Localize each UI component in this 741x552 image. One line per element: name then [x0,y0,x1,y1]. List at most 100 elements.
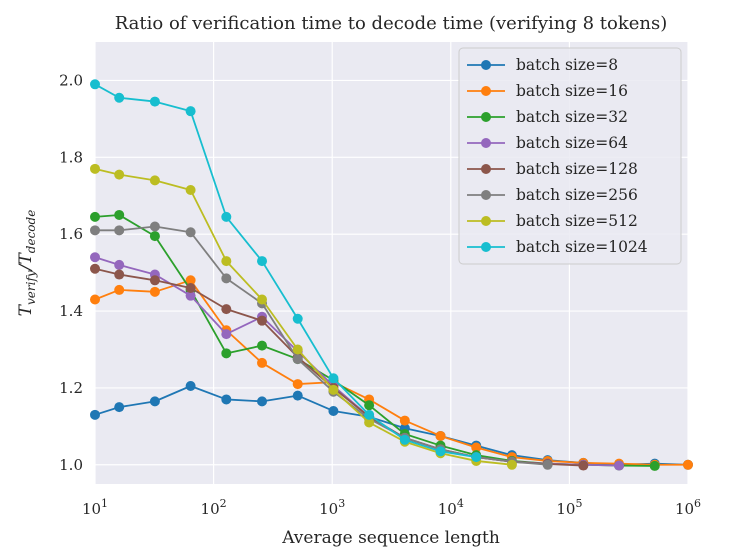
legend-item-0: batch size=8 [467,56,618,74]
y-label-sub1: verify [24,270,38,305]
legend-items: batch size=8 batch size=16 batch size=32 ba… [467,56,648,256]
data-point-0-4 [221,394,232,405]
legend-item-1: batch size=16 [467,82,628,100]
data-point-7-4 [221,211,232,222]
data-point-7-11 [471,452,482,463]
legend-marker-5 [481,190,491,200]
x-tick-labels: 101 102 103 104 105 106 [82,497,701,518]
data-point-1-0 [90,294,100,305]
series-layer [90,79,693,471]
data-point-2-8 [364,400,375,411]
data-point-2-2 [149,231,160,242]
data-point-7-2 [149,96,160,107]
y-tick-label-2: 1.4 [59,302,83,320]
data-point-4-14 [578,460,589,471]
legend: batch size=8 batch size=16 batch size=32 ba… [458,47,682,265]
data-point-6-4 [221,256,232,267]
data-point-0-1 [114,402,125,413]
data-point-5-6 [292,354,303,365]
data-point-6-5 [257,294,268,305]
data-point-4-5 [257,315,268,326]
data-point-5-3 [185,227,196,238]
x-tick-label-4: 105 [556,497,582,518]
data-point-4-3 [185,282,196,293]
y-tick-label-3: 1.6 [59,225,83,243]
legend-marker-4 [481,164,491,174]
data-point-6-7 [328,384,339,395]
data-point-1-3 [185,275,196,286]
data-point-7-10 [435,446,446,457]
y-tick-label-1: 1.2 [59,379,83,397]
data-point-7-0 [90,79,100,90]
data-point-2-0 [90,211,100,222]
data-point-7-5 [257,256,268,267]
series-6 [90,163,517,470]
series-line-7 [94,83,477,458]
y-tick-label-0: 1.0 [59,456,83,474]
data-point-7-3 [185,106,196,117]
data-point-3-3 [185,290,196,301]
legend-item-5: batch size=256 [467,186,638,204]
data-point-5-4 [221,273,232,284]
legend-label-0: batch size=8 [516,56,618,74]
data-point-6-8 [364,417,375,428]
data-point-7-6 [292,313,303,324]
data-point-6-1 [114,169,125,180]
data-point-1-9 [399,415,410,426]
data-point-2-16 [649,460,660,471]
legend-label-5: batch size=256 [516,186,638,204]
data-point-0-3 [185,380,196,391]
legend-item-2: batch size=32 [467,108,628,126]
series-7 [90,79,482,463]
data-point-6-0 [90,163,100,174]
legend-label-2: batch size=32 [516,108,628,126]
legend-marker-0 [481,60,491,70]
data-point-7-7 [328,373,339,384]
data-point-3-1 [114,259,125,270]
chart-title: Ratio of verification time to decode tim… [115,13,668,34]
legend-marker-3 [481,138,491,148]
x-axis-label: Average sequence length [281,528,500,548]
legend-item-3: batch size=64 [467,134,628,152]
legend-label-7: batch size=1024 [516,238,648,256]
data-point-1-2 [149,286,160,297]
legend-item-6: batch size=512 [467,212,638,230]
data-point-2-1 [114,209,125,220]
y-label-sub2: decode [24,210,38,254]
x-tick-label-5: 106 [675,497,701,518]
data-point-2-4 [221,348,232,359]
legend-label-1: batch size=16 [516,82,628,100]
legend-item-4: batch size=128 [467,160,638,178]
data-point-1-6 [292,379,303,390]
data-point-6-12 [506,459,517,470]
data-point-0-5 [257,396,268,407]
legend-marker-6 [481,216,491,226]
x-tick-label-3: 104 [438,497,464,518]
data-point-6-2 [149,175,160,186]
data-point-6-3 [185,184,196,195]
legend-label-3: batch size=64 [516,134,628,152]
data-point-5-1 [114,225,125,236]
data-point-5-13 [542,459,553,470]
data-point-4-1 [114,269,125,280]
legend-marker-1 [481,86,491,96]
data-point-3-0 [90,252,100,263]
y-tick-labels: 1.0 1.2 1.4 1.6 1.8 2.0 [59,71,83,473]
legend-marker-2 [481,112,491,122]
y-axis-label: Tverify/Tdecode [16,210,38,317]
data-point-6-6 [292,344,303,355]
x-tick-label-1: 102 [201,497,227,518]
data-point-4-2 [149,275,160,286]
data-point-0-7 [328,405,339,416]
data-point-3-4 [221,329,232,340]
data-point-1-5 [257,357,268,368]
data-point-5-2 [149,221,160,232]
data-point-3-15 [614,460,625,471]
data-point-0-6 [292,390,303,401]
legend-label-4: batch size=128 [516,160,638,178]
legend-box [458,47,682,265]
data-point-0-2 [149,396,160,407]
legend-label-6: batch size=512 [516,212,638,230]
legend-marker-7 [481,242,491,252]
